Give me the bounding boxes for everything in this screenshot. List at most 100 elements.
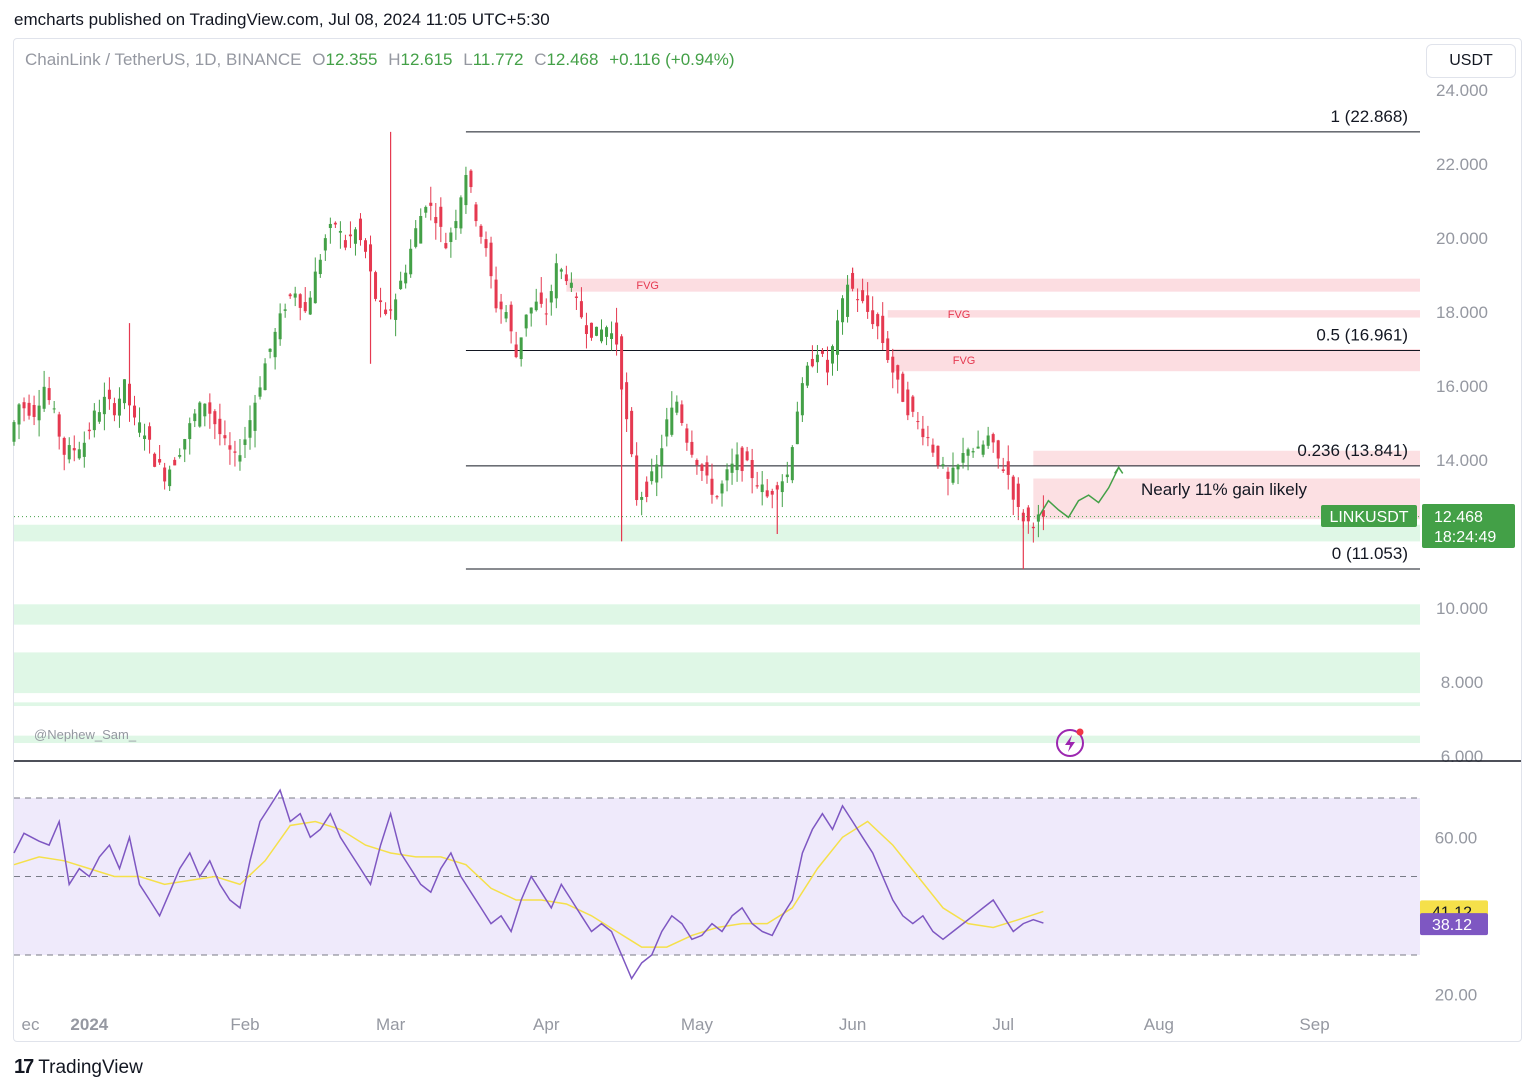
candle-body [856, 299, 860, 301]
x-tick-0: ec [22, 1015, 40, 1034]
x-tick-9: Sep [1299, 1015, 1329, 1034]
candle-body [775, 485, 779, 490]
candle-body [685, 428, 689, 443]
candle-body [127, 383, 131, 406]
candle-body [539, 292, 543, 304]
candle-body [47, 388, 51, 401]
candle-body [610, 333, 614, 339]
candle-body [97, 412, 101, 422]
x-tick-2: Feb [230, 1015, 259, 1034]
candle-body [414, 228, 418, 247]
candle-body [836, 320, 840, 355]
candle-body [343, 240, 347, 248]
candle-body [148, 426, 152, 440]
candle-body [168, 469, 172, 487]
candle-body [122, 379, 126, 404]
candle-body [474, 204, 478, 222]
watermark-text: @Nephew_Sam_ [34, 727, 137, 742]
candle-body [534, 301, 538, 311]
candle-body [178, 455, 182, 457]
candle-body [82, 442, 86, 457]
candle-body [976, 446, 980, 449]
x-tick-4: Apr [533, 1015, 560, 1034]
candles-group [12, 166, 1045, 543]
change-value: +0.116 (+0.94%) [609, 50, 735, 69]
footer-brand[interactable]: 17 TradingView [14, 1056, 143, 1079]
candle-body [916, 421, 920, 423]
candle-body [710, 478, 714, 495]
y-tick-3: 18.000 [1436, 303, 1488, 322]
candle-body [640, 497, 644, 500]
candle-body [1001, 469, 1005, 471]
candle-body [966, 449, 970, 456]
symbol-tag-text: LINKUSDT [1329, 509, 1408, 526]
candle-body [107, 389, 111, 400]
candle-body [996, 440, 1000, 459]
candle-body [77, 449, 81, 459]
candle-body [690, 441, 694, 455]
candle-body [544, 313, 548, 315]
candle-body [22, 402, 26, 409]
candle-body [479, 225, 483, 237]
candle-body [529, 307, 533, 314]
candle-body [62, 437, 66, 455]
candle-body [374, 272, 378, 299]
candle-body [358, 218, 362, 241]
candle-body [961, 453, 965, 463]
price-tag-value: 12.468 [1434, 509, 1483, 526]
candle-body [509, 304, 513, 332]
candle-body [594, 326, 598, 336]
candle-body [133, 405, 137, 418]
candle-body [404, 272, 408, 284]
candle-body [163, 467, 167, 482]
currency-button[interactable]: USDT [1426, 44, 1516, 78]
close-label: C [534, 50, 547, 69]
price-tag-box [1422, 504, 1515, 548]
candle-body [12, 422, 16, 442]
y-tick-6: 10.000 [1436, 599, 1488, 618]
candle-body [625, 382, 629, 420]
candle-body [454, 221, 458, 229]
candle-body [569, 282, 573, 288]
support-zone-3 [14, 702, 1420, 707]
candle-body [615, 322, 619, 345]
fvg-zone-0 [566, 278, 1420, 292]
candle-body [87, 429, 91, 432]
candle-body [42, 386, 46, 409]
candle-body [449, 232, 453, 243]
candle-body [263, 363, 267, 391]
candle-body [363, 240, 368, 252]
price-tag-countdown: 18:24:49 [1434, 529, 1496, 546]
candle-body [846, 284, 850, 317]
candle-body [896, 365, 900, 380]
candle-body [650, 471, 654, 482]
rsi-y-tick-0: 60.00 [1435, 828, 1478, 847]
candle-body [921, 428, 925, 438]
candle-body [554, 263, 558, 299]
candle-body [353, 229, 357, 244]
candle-body [258, 387, 262, 397]
candle-body [243, 439, 247, 445]
candle-body [409, 248, 413, 275]
candle-body [936, 445, 940, 466]
symbol-name[interactable]: ChainLink / TetherUS, 1D, BINANCE [25, 50, 302, 69]
candle-body [986, 435, 990, 446]
rsi-ma-line [13, 820, 1044, 948]
open-value: 12.355 [325, 50, 378, 69]
candle-body [384, 309, 388, 315]
candle-body [745, 451, 749, 461]
candle-body [489, 242, 493, 277]
tradingview-brand-text: TradingView [38, 1056, 143, 1078]
candle-body [72, 448, 76, 451]
candle-body [67, 445, 71, 460]
open-label: O [312, 50, 326, 69]
flash-icon [1056, 728, 1084, 757]
candle-body [795, 411, 799, 445]
candle-body [484, 239, 488, 249]
x-tick-3: Mar [376, 1015, 406, 1034]
candle-body [1041, 510, 1045, 517]
candle-body [760, 484, 764, 493]
candle-body [278, 313, 282, 340]
y-tick-8: 6.000 [1441, 747, 1484, 766]
